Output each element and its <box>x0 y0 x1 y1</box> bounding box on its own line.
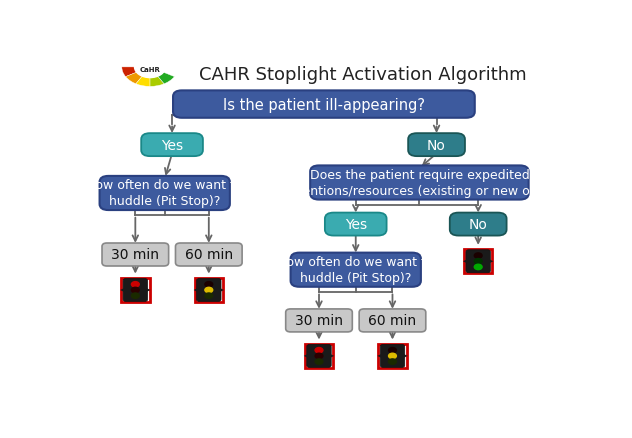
Text: Yes: Yes <box>161 138 183 152</box>
Wedge shape <box>150 68 174 85</box>
Circle shape <box>131 282 139 287</box>
FancyBboxPatch shape <box>102 244 169 266</box>
FancyBboxPatch shape <box>307 345 331 367</box>
Circle shape <box>474 253 482 259</box>
FancyBboxPatch shape <box>286 309 352 332</box>
Polygon shape <box>403 354 408 358</box>
Circle shape <box>131 293 139 299</box>
Circle shape <box>389 359 396 364</box>
Circle shape <box>315 359 323 364</box>
FancyBboxPatch shape <box>173 91 475 119</box>
Wedge shape <box>150 68 164 87</box>
FancyBboxPatch shape <box>176 244 242 266</box>
FancyBboxPatch shape <box>466 250 490 273</box>
FancyBboxPatch shape <box>305 344 333 368</box>
FancyBboxPatch shape <box>450 213 507 236</box>
FancyBboxPatch shape <box>464 250 492 274</box>
Text: Does the patient require expedited
interventions/resources (existing or new orde: Does the patient require expedited inter… <box>265 169 573 198</box>
FancyBboxPatch shape <box>195 278 223 303</box>
Circle shape <box>315 353 323 359</box>
Text: CaHR: CaHR <box>140 67 161 73</box>
Polygon shape <box>329 354 334 358</box>
Polygon shape <box>219 288 224 293</box>
Circle shape <box>474 265 482 270</box>
Polygon shape <box>377 354 382 358</box>
Polygon shape <box>120 288 125 293</box>
Text: No: No <box>469 218 488 232</box>
Wedge shape <box>136 68 150 87</box>
Text: 60 min: 60 min <box>368 314 416 328</box>
Wedge shape <box>122 68 150 78</box>
FancyBboxPatch shape <box>359 309 426 332</box>
FancyBboxPatch shape <box>310 166 528 200</box>
Text: How often do we want to
huddle (Pit Stop)?: How often do we want to huddle (Pit Stop… <box>277 256 434 285</box>
Polygon shape <box>193 288 198 293</box>
FancyBboxPatch shape <box>408 134 465 157</box>
Polygon shape <box>463 259 468 264</box>
Text: 60 min: 60 min <box>185 248 233 262</box>
Circle shape <box>315 348 323 353</box>
Text: How often do we want to
huddle (Pit Stop)?: How often do we want to huddle (Pit Stop… <box>87 179 243 208</box>
Text: Yes: Yes <box>344 218 367 232</box>
Text: 30 min: 30 min <box>111 248 159 262</box>
FancyBboxPatch shape <box>123 279 148 302</box>
FancyBboxPatch shape <box>325 213 387 236</box>
FancyBboxPatch shape <box>141 134 203 157</box>
Text: No: No <box>427 138 446 152</box>
Wedge shape <box>126 68 150 85</box>
Circle shape <box>135 57 166 78</box>
Text: 30 min: 30 min <box>295 314 343 328</box>
Circle shape <box>389 348 396 353</box>
Circle shape <box>205 282 213 287</box>
Circle shape <box>131 288 139 293</box>
FancyBboxPatch shape <box>197 279 221 302</box>
Circle shape <box>205 293 213 299</box>
Circle shape <box>205 288 213 293</box>
FancyBboxPatch shape <box>100 177 230 211</box>
Circle shape <box>389 353 396 359</box>
FancyBboxPatch shape <box>380 345 404 367</box>
Circle shape <box>474 259 482 265</box>
Text: Is the patient ill-appearing?: Is the patient ill-appearing? <box>223 97 425 112</box>
Polygon shape <box>304 354 308 358</box>
Polygon shape <box>145 288 150 293</box>
FancyBboxPatch shape <box>121 278 150 303</box>
FancyBboxPatch shape <box>379 344 406 368</box>
Text: CAHR Stoplight Activation Algorithm: CAHR Stoplight Activation Algorithm <box>199 66 527 84</box>
FancyBboxPatch shape <box>291 253 421 287</box>
Polygon shape <box>489 259 494 264</box>
